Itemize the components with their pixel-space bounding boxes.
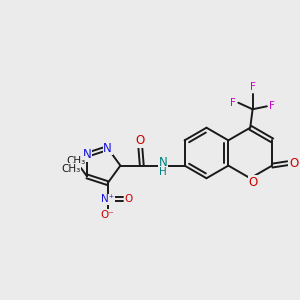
- Text: N⁺: N⁺: [101, 194, 114, 204]
- Text: F: F: [230, 98, 236, 108]
- Text: N: N: [159, 156, 168, 169]
- Text: H: H: [159, 167, 167, 177]
- Text: O⁻: O⁻: [101, 210, 115, 220]
- Text: F: F: [269, 101, 275, 111]
- Text: F: F: [250, 82, 256, 92]
- Text: N: N: [103, 142, 112, 154]
- Text: O: O: [289, 157, 298, 170]
- Text: O: O: [124, 194, 133, 204]
- Text: CH₃: CH₃: [61, 164, 80, 174]
- Text: CH₃: CH₃: [66, 157, 85, 166]
- Text: O: O: [136, 134, 145, 147]
- Text: O: O: [249, 176, 258, 189]
- Text: N: N: [83, 148, 92, 161]
